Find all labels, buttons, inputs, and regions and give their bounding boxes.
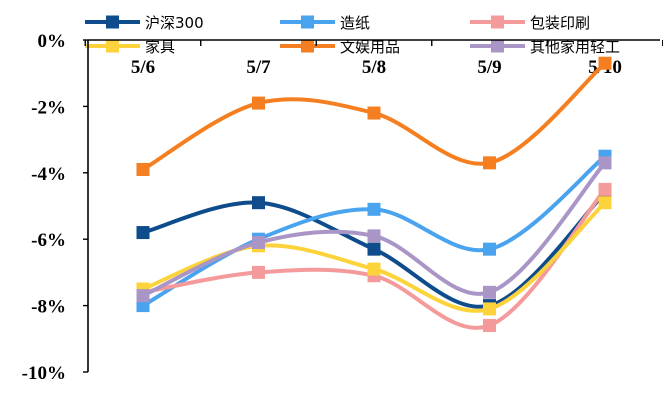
series-line: [141, 160, 607, 298]
legend-marker: [491, 39, 504, 53]
data-point: [252, 196, 265, 210]
series-lines: [141, 61, 607, 330]
legend-marker: [106, 39, 119, 53]
legend-label: 文娱用品: [340, 38, 400, 56]
data-point: [483, 156, 496, 170]
data-point: [483, 242, 496, 256]
series-line: [141, 187, 607, 330]
data-point: [136, 226, 150, 240]
y-tick-label: -4%: [31, 164, 66, 185]
x-tick-label: 5/8: [362, 57, 386, 78]
legend-label: 沪深300: [145, 14, 204, 32]
data-point: [598, 182, 612, 196]
data-point: [483, 302, 496, 316]
legend-label: 其他家用轻工: [530, 38, 620, 56]
legend-label: 包装印刷: [530, 14, 590, 32]
data-point: [367, 106, 381, 120]
x-tick-label: 5/9: [477, 57, 501, 78]
x-tick-label: 5/7: [246, 57, 271, 78]
legend-marker: [301, 15, 314, 29]
data-point: [252, 96, 265, 110]
data-point: [252, 236, 265, 250]
y-tick-label: 0%: [38, 31, 67, 52]
data-point: [252, 265, 265, 279]
y-tick-label: -6%: [31, 230, 66, 251]
y-tick-label: -10%: [22, 363, 66, 384]
legend-label: 家具: [145, 38, 175, 56]
data-point: [136, 299, 150, 313]
axes: 0%-2%-4%-6%-8%-10%5/65/75/85/95/10: [22, 31, 663, 384]
data-point: [367, 242, 381, 256]
data-point: [136, 289, 150, 303]
data-point: [598, 196, 612, 210]
y-tick-label: -2%: [31, 97, 66, 118]
x-tick-label: 5/6: [131, 57, 155, 78]
data-point: [367, 262, 381, 276]
legend-marker: [301, 39, 314, 53]
data-point: [598, 56, 612, 70]
legend-marker: [491, 15, 504, 29]
data-point: [367, 229, 381, 243]
data-point: [483, 319, 496, 333]
data-point: [367, 202, 381, 216]
data-point: [483, 285, 496, 299]
series-markers: [136, 56, 612, 333]
data-point: [136, 162, 150, 176]
y-tick-label: -8%: [31, 297, 66, 318]
legend-label: 造纸: [340, 14, 370, 32]
legend-marker: [106, 15, 119, 29]
data-point: [598, 156, 612, 170]
